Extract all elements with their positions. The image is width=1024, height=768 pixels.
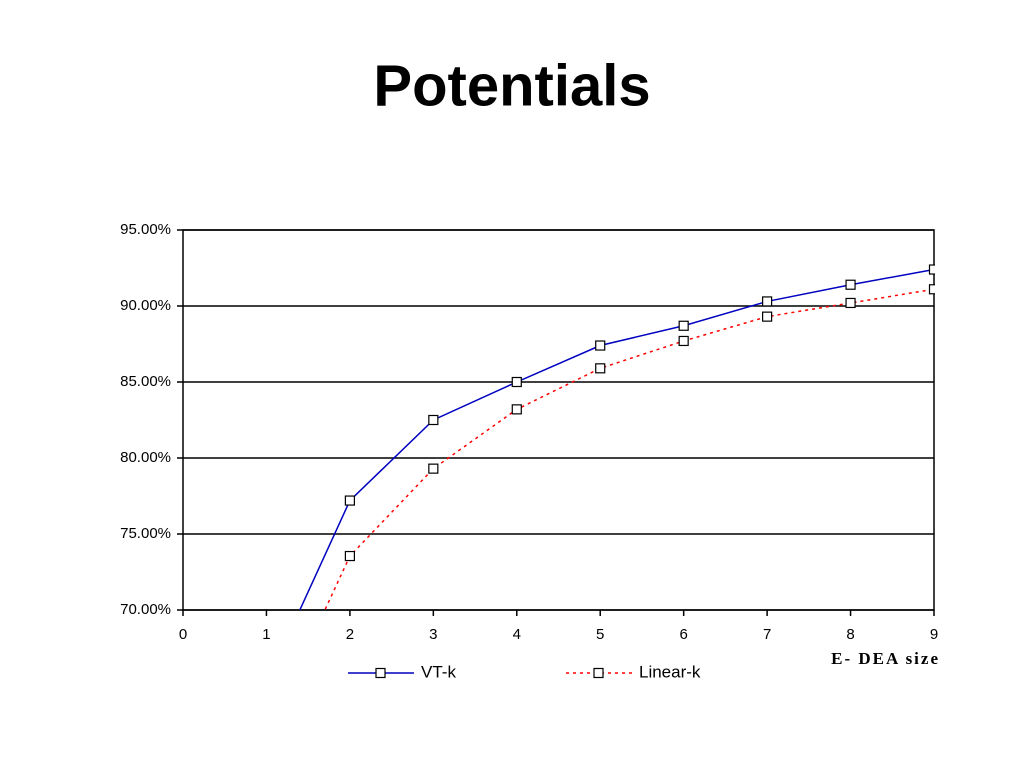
y-tick-label: 80.00% (120, 449, 171, 466)
legend-label: VT-k (421, 662, 456, 681)
series-line (324, 288, 935, 610)
legend-label: Linear-k (639, 662, 701, 681)
x-tick-label: 8 (846, 626, 854, 643)
point-marker (928, 284, 935, 295)
point-marker (428, 463, 439, 474)
point-marker (678, 335, 689, 347)
y-tick-label: 75.00% (120, 525, 171, 542)
point-marker (845, 297, 856, 309)
y-tick-label: 90.00% (120, 297, 171, 314)
point-marker (928, 264, 935, 275)
x-tick-label: 2 (346, 626, 354, 643)
x-tick-label: 6 (679, 626, 687, 643)
x-tick-label: 7 (763, 626, 771, 643)
point-marker (511, 376, 522, 388)
y-tick-label: 95.00% (120, 221, 171, 238)
plot-frame (182, 229, 935, 611)
point-marker (678, 320, 689, 331)
x-tick-label: 0 (179, 626, 187, 643)
chart-title: Potentials (373, 53, 650, 118)
point-marker (595, 363, 606, 374)
point-marker (511, 404, 522, 415)
legend-marker (375, 667, 386, 679)
x-axis-title: E- DEA size (831, 649, 940, 668)
y-tick-label: 85.00% (120, 373, 171, 390)
x-tick-label: 9 (930, 626, 938, 643)
point-marker (262, 732, 271, 741)
x-tick-label: 5 (596, 626, 604, 643)
plot-area (262, 264, 935, 741)
point-marker (344, 495, 355, 506)
x-tick-label: 1 (262, 626, 270, 643)
point-marker (262, 678, 271, 687)
point-marker (762, 311, 773, 322)
point-marker (595, 340, 606, 351)
x-tick-label: 4 (513, 626, 521, 643)
legend-marker (593, 667, 604, 679)
point-marker (845, 279, 856, 290)
series-line (298, 268, 935, 610)
point-marker (344, 550, 355, 562)
y-tick-label: 70.00% (120, 601, 171, 618)
point-marker (428, 414, 439, 426)
x-tick-label: 3 (429, 626, 437, 643)
point-marker (762, 296, 773, 307)
